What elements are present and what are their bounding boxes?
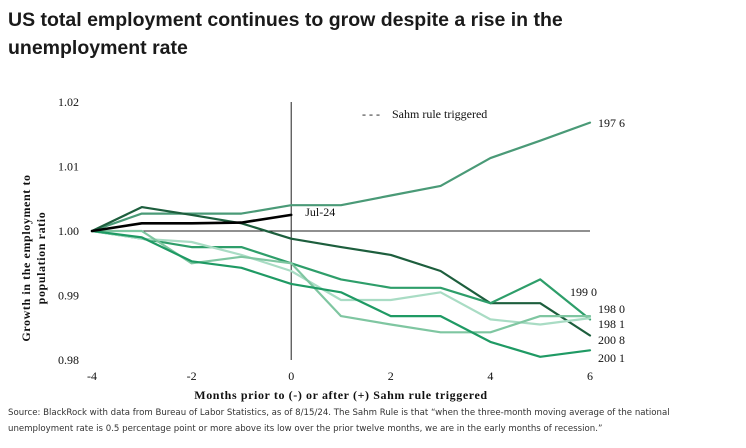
source-note-line-1: Source: BlackRock with data from Bureau … bbox=[8, 408, 670, 418]
x-tick-label: 0 bbox=[288, 369, 294, 383]
series-line-1976 bbox=[90, 121, 592, 233]
x-tick-label: -2 bbox=[187, 369, 197, 383]
legend: - - - Sahm rule triggered bbox=[362, 107, 487, 121]
x-tick-label: 4 bbox=[487, 369, 493, 383]
x-tick-label: 6 bbox=[587, 369, 593, 383]
series-line-2001 bbox=[90, 229, 592, 358]
series-label-2001: 200 1 bbox=[598, 351, 625, 365]
x-tick-label: -4 bbox=[87, 369, 97, 383]
series-lines bbox=[90, 121, 592, 358]
y-axis-label: Growth in the employment to population r… bbox=[19, 174, 48, 341]
tick-labels: -4 -2 0 2 4 6 0.98 0.99 1.00 1.01 1.02 bbox=[58, 95, 593, 383]
series-label-2008: 200 8 bbox=[598, 333, 625, 347]
y-tick-label: 1.01 bbox=[58, 160, 79, 174]
series-line-jul-24 bbox=[90, 213, 293, 233]
series-line-1981 bbox=[90, 229, 592, 326]
legend-marker: - - - bbox=[362, 107, 380, 121]
x-axis-label: Months prior to (-) or after (+) Sahm ru… bbox=[194, 388, 487, 402]
y-axis-label-line-1: Growth in the employment to bbox=[19, 174, 33, 341]
y-tick-label: 1.00 bbox=[58, 224, 79, 238]
series-line-1980 bbox=[90, 229, 592, 321]
series-label-1980: 198 0 bbox=[598, 302, 625, 316]
chart-title-line-2: unemployment rate bbox=[8, 37, 188, 59]
series-label-1981: 198 1 bbox=[598, 317, 625, 331]
series-label-1990: 199 0 bbox=[570, 285, 597, 299]
y-axis-label-line-2: population ratio bbox=[34, 212, 48, 305]
y-tick-label: 0.98 bbox=[58, 353, 79, 367]
reference-lines bbox=[92, 102, 590, 360]
series-label-1976: 197 6 bbox=[598, 116, 625, 130]
series-line-1990 bbox=[90, 206, 592, 337]
chart-title: US total employment continues to grow de… bbox=[8, 6, 728, 62]
y-tick-label: 0.99 bbox=[58, 289, 79, 303]
source-note-line-2: unemployment rate is 0.5 percentage poin… bbox=[8, 424, 603, 434]
chart-title-line-1: US total employment continues to grow de… bbox=[8, 9, 563, 31]
legend-label: Sahm rule triggered bbox=[392, 107, 487, 121]
source-note: Source: BlackRock with data from Bureau … bbox=[8, 405, 742, 437]
x-tick-label: 2 bbox=[388, 369, 394, 383]
series-label-jul-24: Jul-24 bbox=[305, 205, 335, 219]
y-tick-label: 1.02 bbox=[58, 95, 79, 109]
